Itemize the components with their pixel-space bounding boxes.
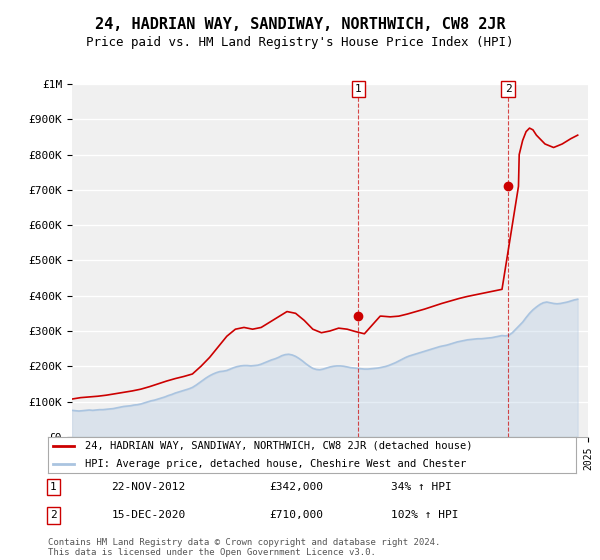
Text: £710,000: £710,000 [270,510,324,520]
Text: 1: 1 [50,482,56,492]
Text: Contains HM Land Registry data © Crown copyright and database right 2024.
This d: Contains HM Land Registry data © Crown c… [48,538,440,557]
Text: 2: 2 [505,84,511,94]
Text: 24, HADRIAN WAY, SANDIWAY, NORTHWICH, CW8 2JR (detached house): 24, HADRIAN WAY, SANDIWAY, NORTHWICH, CW… [85,441,472,451]
Text: HPI: Average price, detached house, Cheshire West and Chester: HPI: Average price, detached house, Ches… [85,459,466,469]
Text: Price paid vs. HM Land Registry's House Price Index (HPI): Price paid vs. HM Land Registry's House … [86,36,514,49]
Text: 102% ↑ HPI: 102% ↑ HPI [391,510,459,520]
Text: 2: 2 [50,510,56,520]
Text: 1: 1 [355,84,362,94]
Text: 22-NOV-2012: 22-NOV-2012 [112,482,185,492]
Text: £342,000: £342,000 [270,482,324,492]
Text: 24, HADRIAN WAY, SANDIWAY, NORTHWICH, CW8 2JR: 24, HADRIAN WAY, SANDIWAY, NORTHWICH, CW… [95,17,505,32]
Text: 15-DEC-2020: 15-DEC-2020 [112,510,185,520]
Text: 34% ↑ HPI: 34% ↑ HPI [391,482,452,492]
